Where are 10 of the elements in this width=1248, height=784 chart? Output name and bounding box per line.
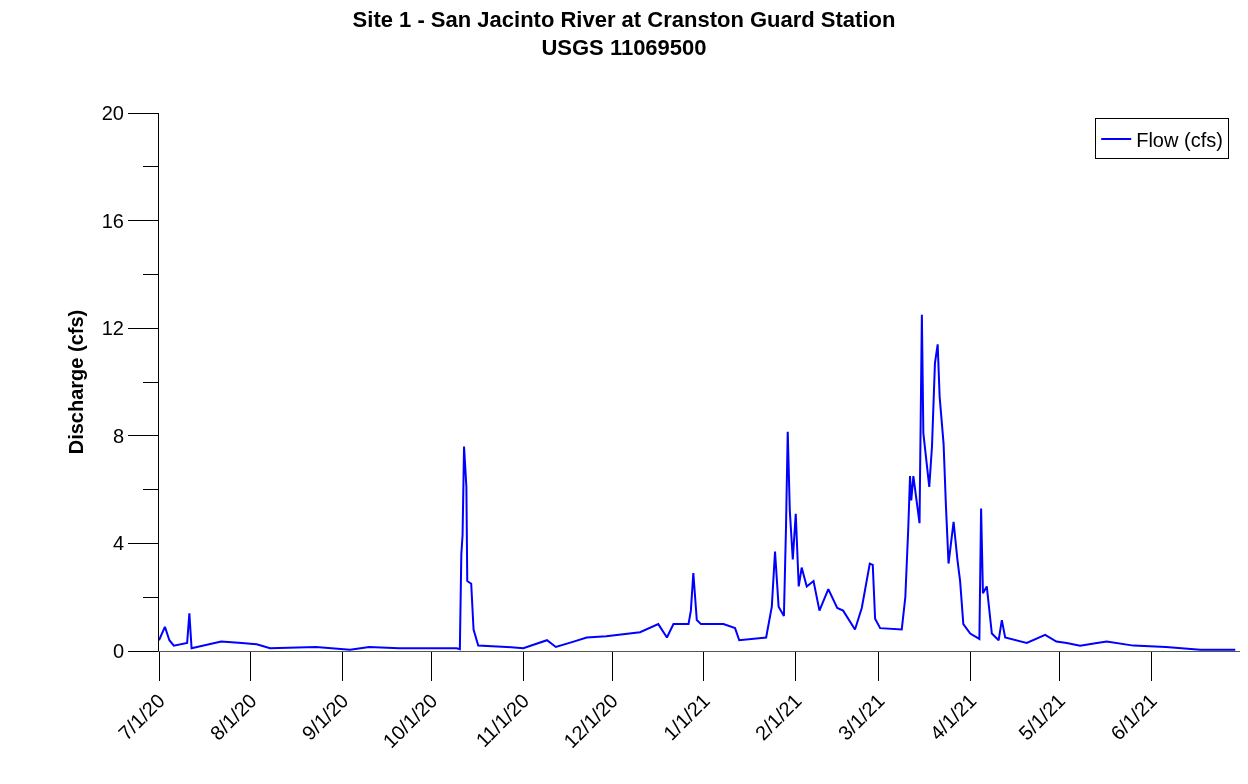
y-tick-label: 12 xyxy=(101,317,124,340)
y-axis-title: Discharge (cfs) xyxy=(65,309,88,455)
y-tick-label: 4 xyxy=(112,532,124,555)
legend-label: Flow (cfs) xyxy=(1136,128,1223,151)
y-tick-label: 16 xyxy=(101,209,124,232)
line-series xyxy=(159,313,1237,651)
y-tick-label: 8 xyxy=(112,424,124,447)
y-tick-label: 0 xyxy=(112,640,124,662)
chart-title: Site 1 - San Jacinto River at Cranston Guard Station USGS 11069500 xyxy=(352,6,896,61)
y-tick-label: 20 xyxy=(101,102,124,124)
